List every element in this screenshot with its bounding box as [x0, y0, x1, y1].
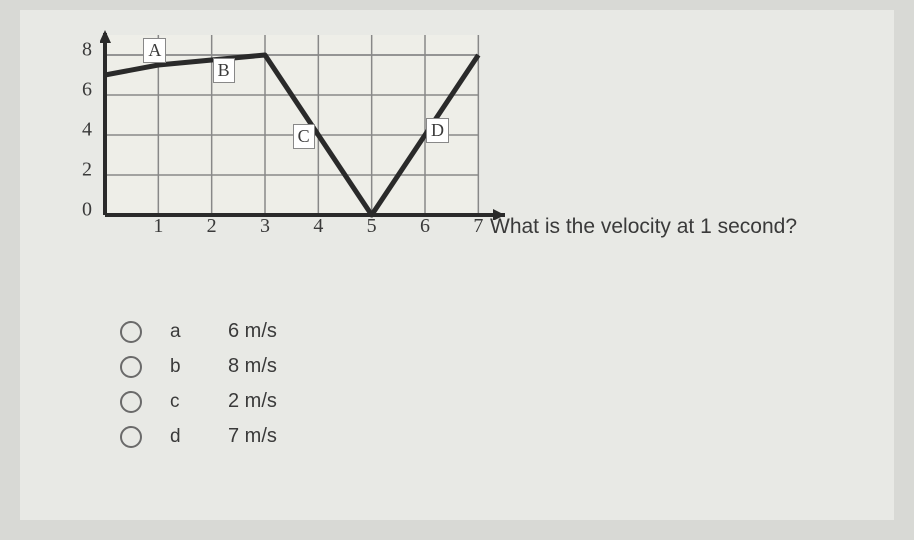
option-letter: b [170, 356, 200, 378]
option-text: 2 m/s [228, 390, 277, 413]
segment-label-a: A [143, 38, 166, 63]
option-letter: c [170, 391, 200, 413]
y-tick-label: 6 [82, 79, 92, 102]
option-b[interactable]: b 8 m/s [120, 355, 854, 378]
x-tick-label: 3 [260, 215, 270, 238]
option-text: 8 m/s [228, 355, 277, 378]
x-tick-label: 5 [367, 215, 377, 238]
option-text: 6 m/s [228, 320, 277, 343]
option-c[interactable]: c 2 m/s [120, 390, 854, 413]
x-tick-label: 6 [420, 215, 430, 238]
radio-icon[interactable] [120, 391, 142, 413]
worksheet-area: 0 2 4 6 8 1 2 3 4 5 6 7 A B C D What is the velocity … [20, 10, 894, 520]
x-tick-label: 4 [313, 215, 323, 238]
option-letter: d [170, 426, 200, 448]
radio-icon[interactable] [120, 321, 142, 343]
y-axis-labels: 02468 [72, 30, 92, 210]
option-a[interactable]: a 6 m/s [120, 320, 854, 343]
y-tick-label: 2 [82, 159, 92, 182]
x-tick-label: 1 [153, 215, 163, 238]
radio-icon[interactable] [120, 426, 142, 448]
velocity-chart: 0 2 4 6 8 1 2 3 4 5 6 7 A B C D [80, 30, 510, 240]
y-tick-label: 0 [82, 199, 92, 222]
x-tick-label: 2 [207, 215, 217, 238]
segment-label-b: B [213, 58, 235, 83]
segment-label-d: D [426, 118, 449, 143]
question-text: What is the velocity at 1 second? [490, 215, 797, 239]
option-letter: a [170, 321, 200, 343]
y-tick-label: 4 [82, 119, 92, 142]
radio-icon[interactable] [120, 356, 142, 378]
option-d[interactable]: d 7 m/s [120, 425, 854, 448]
option-text: 7 m/s [228, 425, 277, 448]
answer-options: a 6 m/s b 8 m/s c 2 m/s d 7 m/s [120, 320, 854, 448]
y-tick-label: 8 [82, 39, 92, 62]
segment-label-c: C [293, 124, 315, 149]
x-tick-label: 7 [473, 215, 483, 238]
